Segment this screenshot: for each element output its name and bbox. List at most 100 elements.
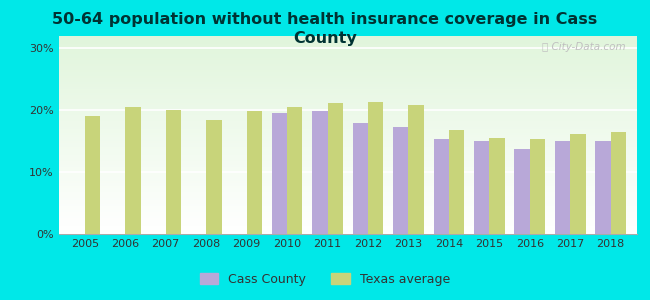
Bar bbox=[58, 111, 637, 113]
Bar bbox=[514, 148, 530, 234]
Bar bbox=[58, 95, 637, 98]
Bar bbox=[58, 161, 637, 163]
Text: 50-64 population without health insurance coverage in Cass
County: 50-64 population without health insuranc… bbox=[53, 12, 597, 46]
Bar bbox=[58, 177, 637, 178]
Bar bbox=[58, 40, 637, 42]
Bar bbox=[58, 151, 637, 153]
Bar bbox=[328, 103, 343, 234]
Bar bbox=[58, 198, 637, 200]
Bar bbox=[368, 102, 384, 234]
Text: ⓘ City-Data.com: ⓘ City-Data.com bbox=[542, 42, 625, 52]
Bar bbox=[58, 172, 637, 175]
Bar bbox=[58, 58, 637, 60]
Bar bbox=[58, 167, 637, 169]
Bar bbox=[58, 98, 637, 99]
Bar bbox=[58, 194, 637, 196]
Bar bbox=[58, 165, 637, 167]
Bar bbox=[58, 153, 637, 155]
Bar bbox=[58, 42, 637, 44]
Bar bbox=[58, 105, 637, 107]
Bar bbox=[58, 107, 637, 109]
Bar bbox=[166, 110, 181, 234]
Bar bbox=[58, 119, 637, 121]
Bar bbox=[58, 182, 637, 184]
Bar bbox=[58, 216, 637, 218]
Bar bbox=[58, 210, 637, 212]
Bar bbox=[58, 218, 637, 220]
Bar bbox=[58, 145, 637, 147]
Bar bbox=[58, 196, 637, 198]
Bar bbox=[58, 121, 637, 123]
Bar bbox=[434, 139, 449, 234]
Bar bbox=[58, 139, 637, 141]
Bar bbox=[58, 78, 637, 80]
Bar bbox=[611, 132, 626, 234]
Bar bbox=[246, 111, 262, 234]
Bar bbox=[58, 178, 637, 181]
Bar bbox=[58, 141, 637, 143]
Bar bbox=[58, 131, 637, 133]
Bar bbox=[58, 222, 637, 224]
Bar bbox=[58, 115, 637, 117]
Bar bbox=[58, 137, 637, 139]
Bar bbox=[58, 88, 637, 89]
Bar bbox=[58, 143, 637, 145]
Bar bbox=[595, 141, 611, 234]
Bar bbox=[58, 64, 637, 66]
Bar bbox=[58, 184, 637, 187]
Bar bbox=[272, 113, 287, 234]
Bar bbox=[58, 212, 637, 214]
Bar bbox=[58, 133, 637, 135]
Bar bbox=[58, 200, 637, 202]
Bar bbox=[58, 135, 637, 137]
Bar bbox=[58, 149, 637, 151]
Bar bbox=[58, 70, 637, 72]
Bar bbox=[58, 66, 637, 68]
Bar bbox=[58, 54, 637, 56]
Bar bbox=[58, 46, 637, 48]
Bar bbox=[58, 147, 637, 149]
Bar bbox=[58, 204, 637, 206]
Bar bbox=[58, 74, 637, 76]
Bar bbox=[58, 188, 637, 190]
Bar bbox=[58, 80, 637, 82]
Bar bbox=[58, 228, 637, 230]
Bar bbox=[58, 85, 637, 88]
Bar bbox=[58, 129, 637, 131]
Bar bbox=[58, 232, 637, 234]
Bar bbox=[58, 103, 637, 105]
Bar bbox=[58, 175, 637, 177]
Bar bbox=[58, 99, 637, 101]
Bar bbox=[287, 107, 302, 234]
Bar bbox=[58, 224, 637, 226]
Bar bbox=[58, 157, 637, 159]
Bar bbox=[312, 112, 328, 234]
Legend: Cass County, Texas average: Cass County, Texas average bbox=[195, 268, 455, 291]
Bar bbox=[58, 192, 637, 194]
Bar bbox=[58, 125, 637, 127]
Bar bbox=[58, 83, 637, 85]
Bar bbox=[393, 127, 408, 234]
Bar bbox=[352, 123, 368, 234]
Bar bbox=[58, 190, 637, 192]
Bar bbox=[125, 107, 140, 234]
Bar bbox=[58, 72, 637, 74]
Bar bbox=[58, 38, 637, 40]
Bar bbox=[58, 48, 637, 50]
Bar bbox=[58, 159, 637, 161]
Bar bbox=[58, 36, 637, 38]
Bar bbox=[58, 181, 637, 182]
Bar bbox=[58, 206, 637, 208]
Bar bbox=[489, 138, 504, 234]
Bar bbox=[58, 117, 637, 119]
Bar bbox=[58, 101, 637, 103]
Bar bbox=[58, 123, 637, 125]
Bar bbox=[58, 169, 637, 171]
Bar bbox=[206, 119, 222, 234]
Bar bbox=[58, 89, 637, 92]
Bar bbox=[58, 220, 637, 222]
Bar bbox=[58, 93, 637, 95]
Bar bbox=[58, 155, 637, 157]
Bar bbox=[58, 208, 637, 210]
Bar bbox=[58, 56, 637, 58]
